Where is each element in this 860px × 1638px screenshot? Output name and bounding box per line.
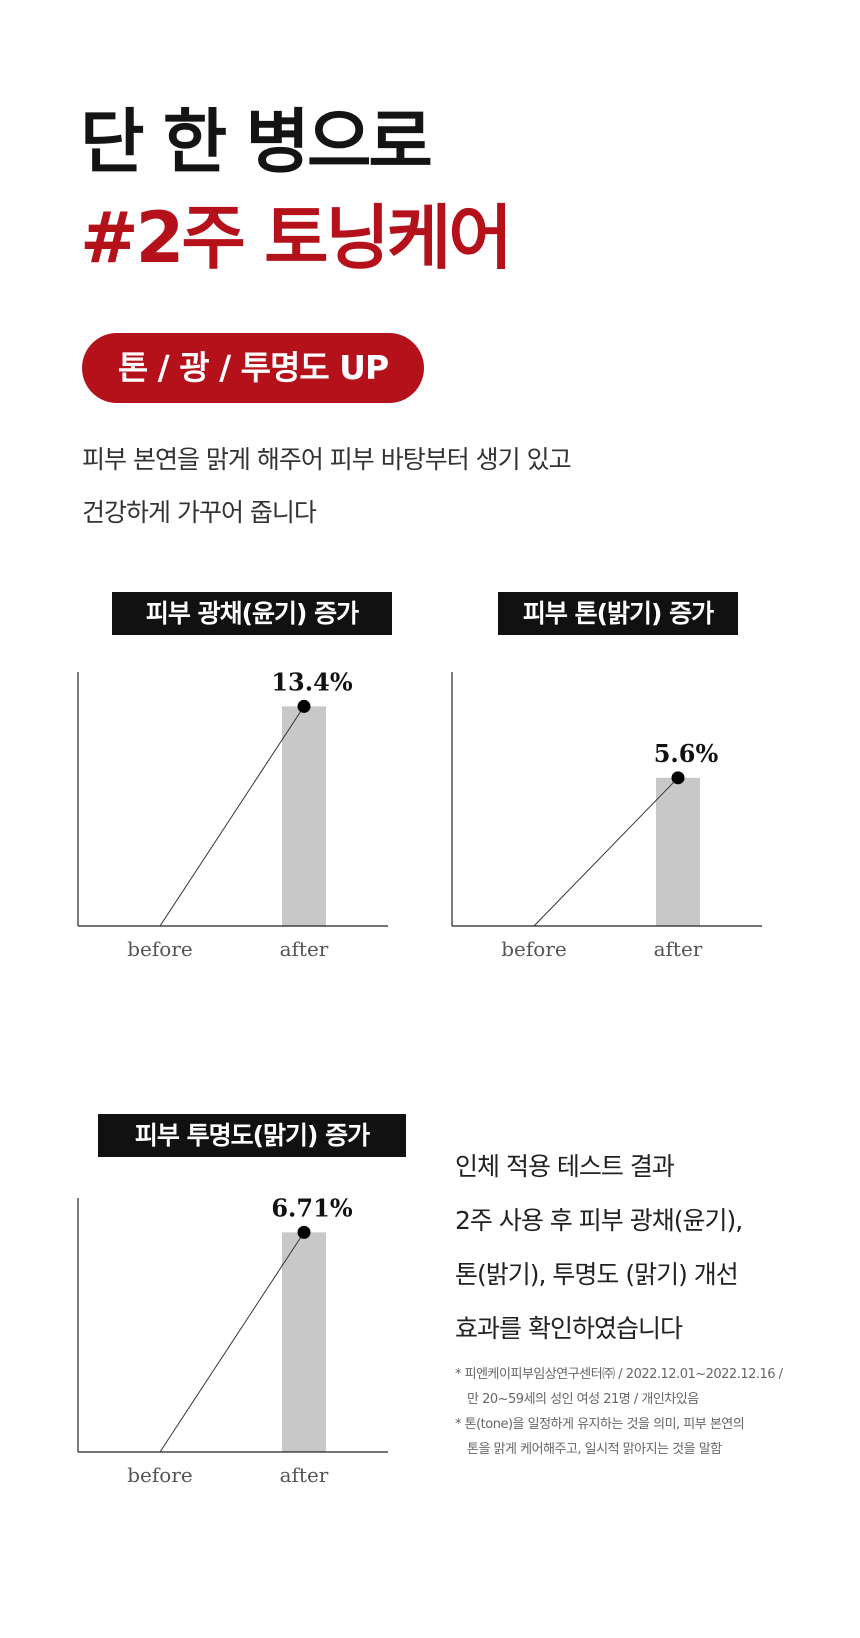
point-after xyxy=(671,771,685,785)
bar-after xyxy=(656,777,700,926)
point-after xyxy=(297,699,311,713)
tick-label-before: before xyxy=(501,937,566,961)
tick-label-after: after xyxy=(280,1463,329,1487)
chart-clarity: 6.71% before after xyxy=(77,1193,388,1487)
chart-title-clarity: 피부 투명도(맑기) 증가 xyxy=(98,1114,406,1157)
value-label-after: 13.4% xyxy=(271,667,352,696)
headline-line-2: #2주 토닝케어 xyxy=(80,197,513,279)
trend-line xyxy=(159,706,305,927)
intro-text: 피부 본연을 맑게 해주어 피부 바탕부터 생기 있고 건강하게 가꾸어 줍니다 xyxy=(82,433,572,539)
footnotes: * 피엔케이피부임상연구센터㈜ / 2022.12.01~2022.12.16 … xyxy=(455,1362,850,1462)
tick-label-after: after xyxy=(280,937,329,961)
chart-title-tone: 피부 톤(밝기) 증가 xyxy=(498,592,738,635)
trend-line xyxy=(533,777,679,927)
tick-label-before: before xyxy=(127,937,192,961)
footnote-1-line-2: 만 20~59세의 성인 여성 21명 / 개인차있음 xyxy=(467,1392,699,1407)
footnote-2-line-2: 톤을 맑게 케어해주고, 일시적 맑아지는 것을 말함 xyxy=(467,1442,722,1457)
summary-line-3: 톤(밝기), 투명도 (맑기) 개선 xyxy=(455,1260,739,1289)
chart-glow: 13.4% before after xyxy=(77,667,388,961)
footnote-1-line-1: * 피엔케이피부임상연구센터㈜ / 2022.12.01~2022.12.16 … xyxy=(455,1367,783,1382)
value-label-after: 5.6% xyxy=(654,739,719,768)
test-result-summary: 인체 적용 테스트 결과 2주 사용 후 피부 광채(윤기), 톤(밝기), 투… xyxy=(455,1140,743,1356)
bar-after xyxy=(282,706,326,926)
tick-label-after: after xyxy=(654,937,703,961)
footnote-2-line-1: * 톤(tone)을 일정하게 유지하는 것을 의미, 피부 본연의 xyxy=(455,1417,745,1432)
value-label-after: 6.71% xyxy=(271,1193,352,1222)
chart-title-glow: 피부 광채(윤기) 증가 xyxy=(112,592,392,635)
benefit-badge: 톤 / 광 / 투명도 UP xyxy=(82,333,424,403)
summary-line-2: 2주 사용 후 피부 광채(윤기), xyxy=(455,1206,743,1235)
summary-line-4: 효과를 확인하였습니다 xyxy=(455,1314,683,1343)
chart-tone: 5.6% before after xyxy=(451,672,762,961)
intro-line-1: 피부 본연을 맑게 해주어 피부 바탕부터 생기 있고 xyxy=(82,445,572,474)
intro-line-2: 건강하게 가꾸어 줍니다 xyxy=(82,498,317,527)
trend-line xyxy=(159,1232,305,1453)
tick-label-before: before xyxy=(127,1463,192,1487)
headline-line-1: 단 한 병으로 xyxy=(80,101,433,183)
point-after xyxy=(297,1225,311,1239)
bar-after xyxy=(282,1232,326,1452)
summary-line-1: 인체 적용 테스트 결과 xyxy=(455,1152,675,1181)
